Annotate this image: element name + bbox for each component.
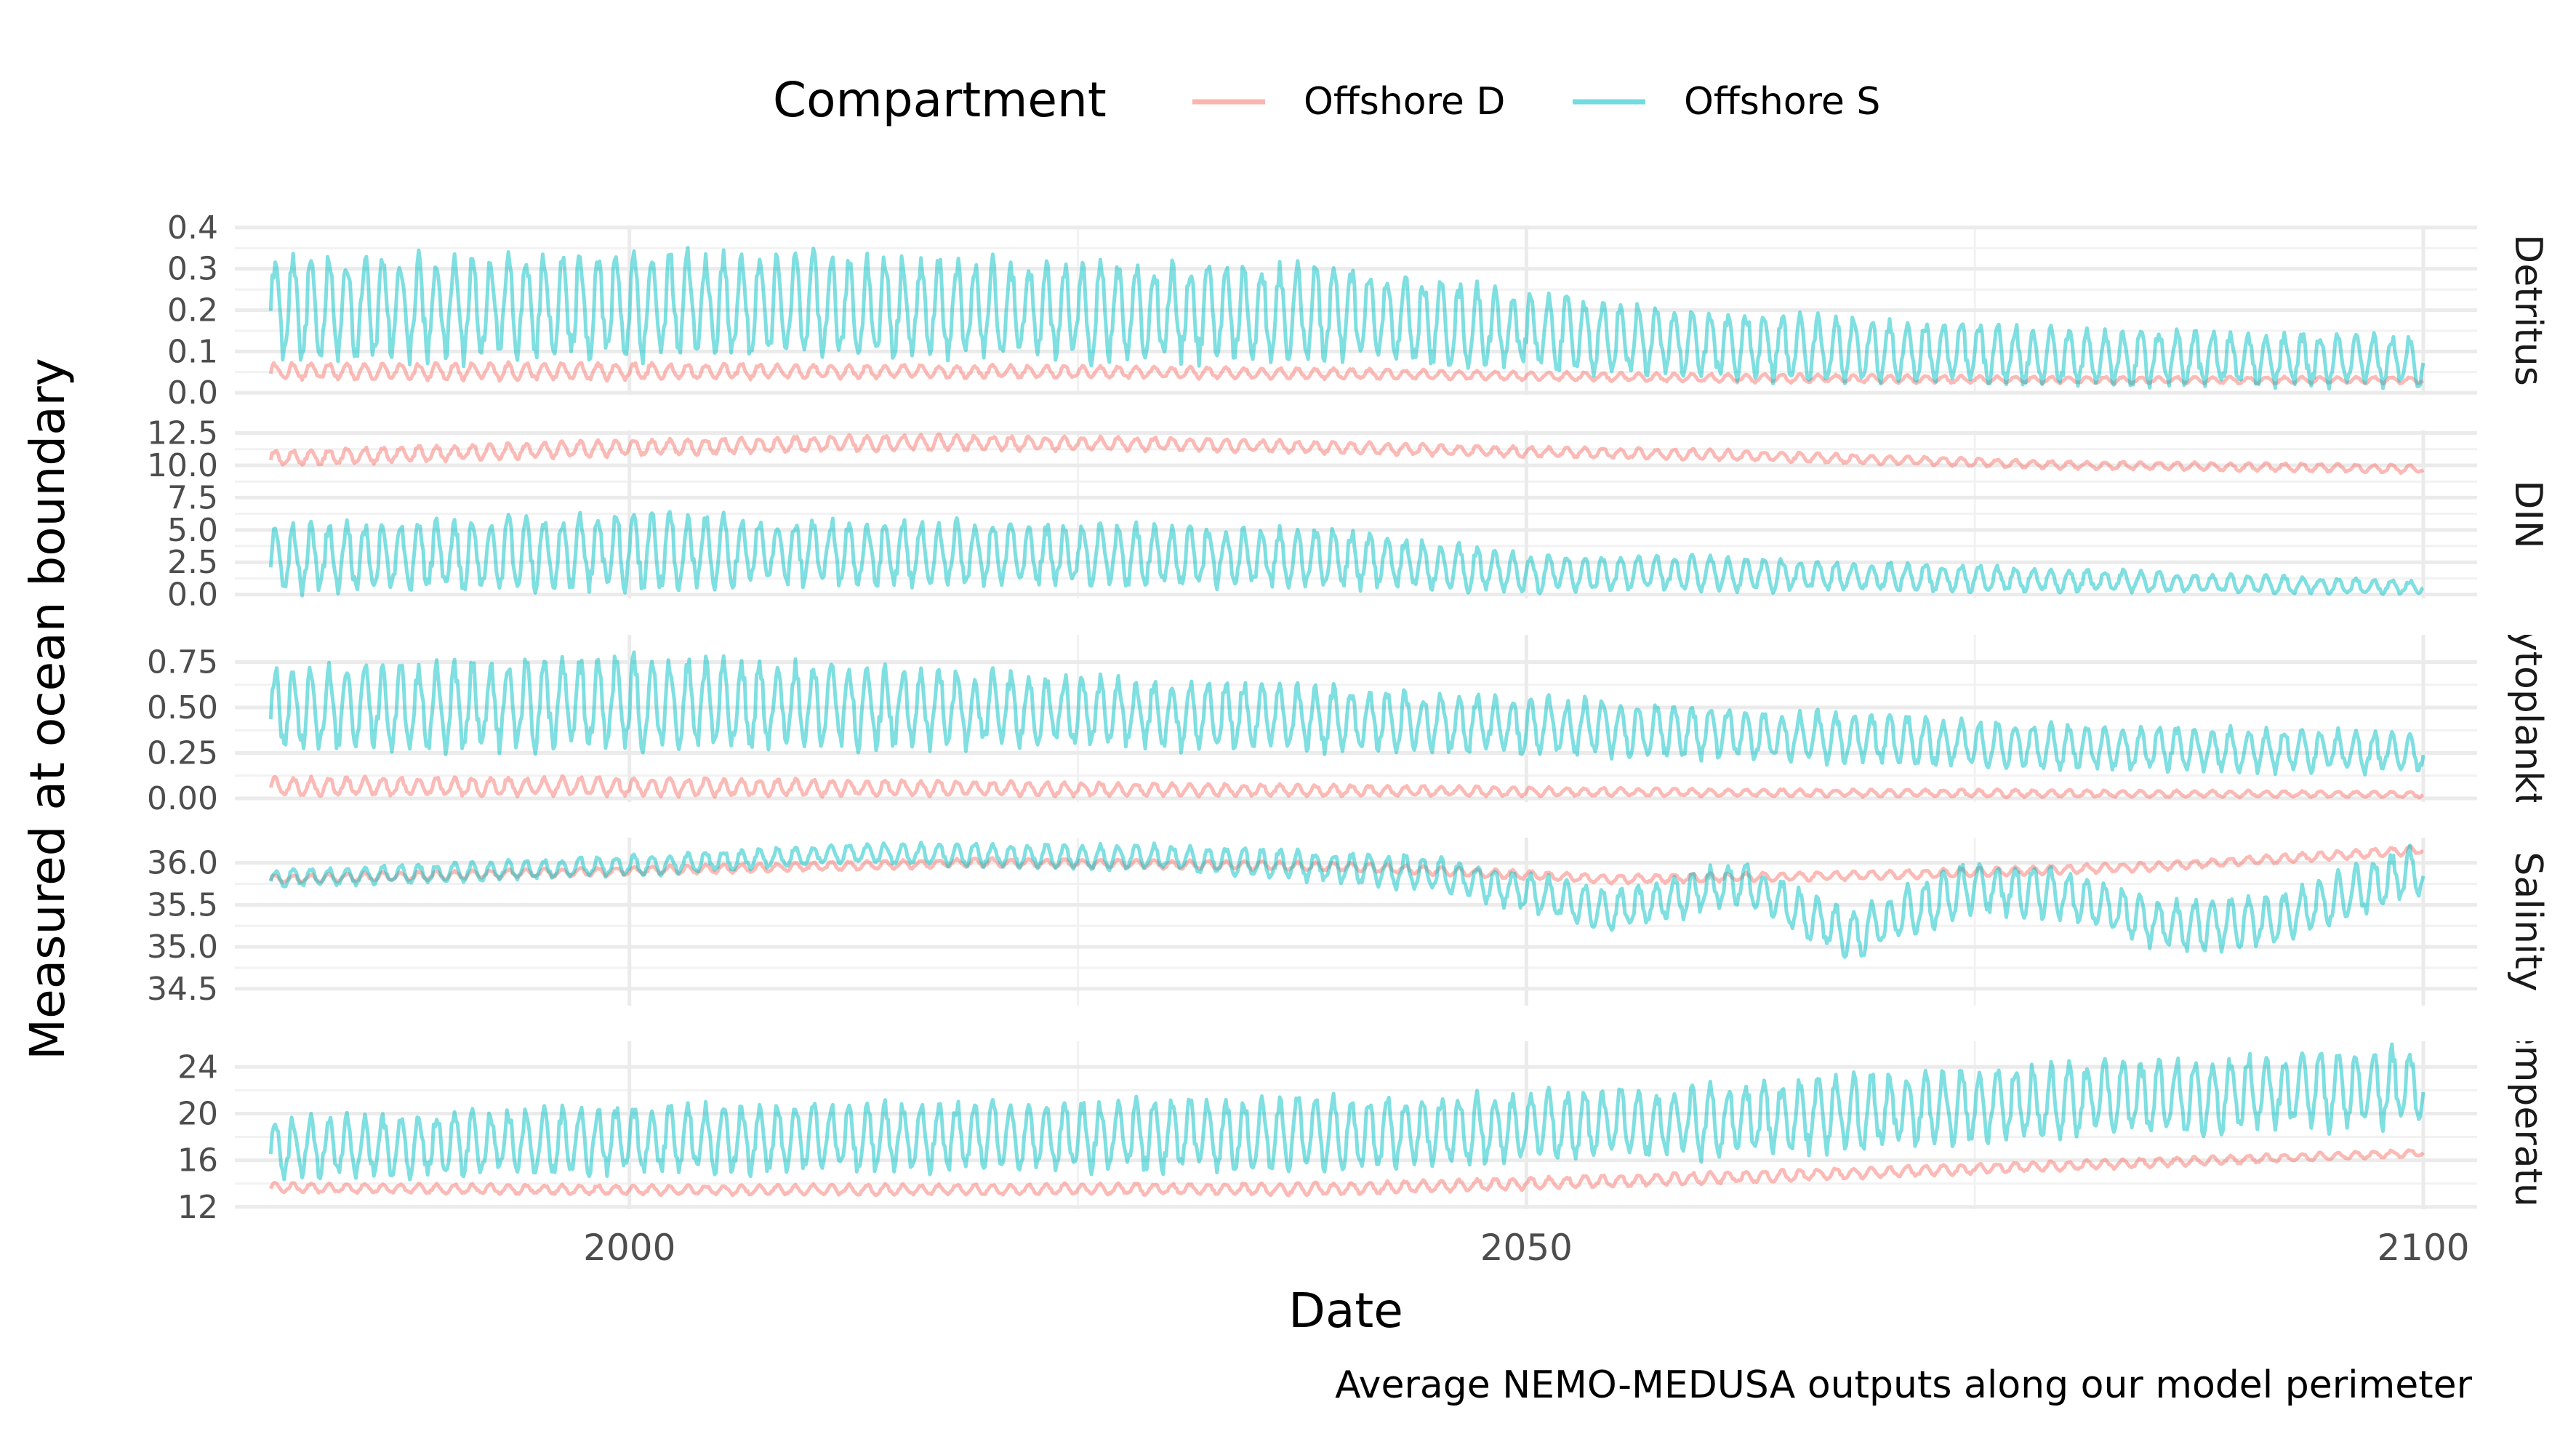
series-group xyxy=(268,432,2425,598)
y-tick-label: 0.0 xyxy=(167,577,218,614)
y-tick-label: 7.5 xyxy=(167,479,218,516)
series-line-offshore-d xyxy=(268,1148,2425,1198)
series-group xyxy=(268,841,2425,959)
y-tick-label: 34.5 xyxy=(147,971,218,1008)
x-tick-label: 2000 xyxy=(583,1227,675,1269)
strip-label: Temperature xyxy=(2506,1005,2550,1245)
y-tick-label: 16 xyxy=(177,1142,218,1179)
strip-clip: Temperature xyxy=(2506,1005,2550,1245)
y-axis-title: Measured at ocean boundary xyxy=(20,358,76,1060)
x-axis-title: Date xyxy=(1288,1283,1403,1339)
y-tick-label: 5.0 xyxy=(167,512,218,549)
series-group xyxy=(268,246,2425,391)
strip-label: Phytoplankton xyxy=(2506,582,2550,855)
panel-temperature: 12 16 20 24 Temperature xyxy=(177,1005,2550,1245)
y-tick-label: 0.3 xyxy=(167,251,218,288)
legend-label-offshore-s: Offshore S xyxy=(1684,80,1880,124)
x-axis: 2000 2050 2100 xyxy=(583,1227,2469,1269)
x-tick-label: 2050 xyxy=(1480,1227,1573,1269)
strip-clip: Detritus xyxy=(2506,234,2550,386)
y-tick-label: 36.0 xyxy=(147,845,218,882)
series-group xyxy=(268,650,2425,800)
y-tick-label: 12 xyxy=(177,1189,218,1226)
y-tick-label: 35.0 xyxy=(147,929,218,966)
y-tick-label: 20 xyxy=(177,1095,218,1132)
y-tick-label: 0.75 xyxy=(147,644,218,681)
panel-salinity: 34.5 35.0 35.5 36.0 Salinity xyxy=(147,838,2550,1008)
series-line-offshore-s xyxy=(268,1042,2425,1182)
y-tick-label: 0.1 xyxy=(167,333,218,370)
y-tick-label: 0.00 xyxy=(147,780,218,817)
series-line-offshore-d xyxy=(268,360,2424,386)
legend: Compartment Offshore D Offshore S xyxy=(773,72,1880,128)
series-line-offshore-s xyxy=(268,246,2425,391)
strip-clip: DIN xyxy=(2506,480,2550,548)
panel-detritus: 0.0 0.1 0.2 0.3 0.4 Detritus xyxy=(167,209,2550,412)
strip-label: Salinity xyxy=(2506,851,2550,991)
legend-title: Compartment xyxy=(773,72,1107,128)
legend-label-offshore-d: Offshore D xyxy=(1304,80,1505,124)
strip-clip: Salinity xyxy=(2506,851,2550,991)
chart-caption: Average NEMO-MEDUSA outputs along our mo… xyxy=(1335,1363,2472,1407)
y-tick-label: 0.4 xyxy=(167,209,218,246)
panel-din: 0.02.55.07.510.012.5 DIN xyxy=(147,415,2550,614)
series-line-offshore-s xyxy=(268,510,2424,598)
strip-label: DIN xyxy=(2506,480,2550,548)
y-tick-label: 10.0 xyxy=(147,447,218,484)
series-line-offshore-s xyxy=(268,650,2425,777)
series-group xyxy=(268,1042,2425,1198)
y-tick-label: 0.50 xyxy=(147,689,218,726)
y-tick-label: 24 xyxy=(177,1049,218,1086)
y-tick-label: 0.25 xyxy=(147,735,218,772)
strip-label: Detritus xyxy=(2506,234,2550,386)
y-tick-label: 35.5 xyxy=(147,886,218,923)
x-tick-label: 2100 xyxy=(2377,1227,2469,1269)
y-tick-label: 0.0 xyxy=(167,374,218,412)
y-tick-label: 0.2 xyxy=(167,292,218,329)
series-line-offshore-s xyxy=(268,841,2425,959)
facet-panels: 0.00.10.20.30.4Detritus0.02.55.07.510.01… xyxy=(147,209,2550,1245)
series-line-offshore-d xyxy=(268,774,2424,800)
panel-phytoplankton: 0.00 0.25 0.50 0.75 Phytoplankton xyxy=(147,582,2550,855)
strip-clip: Phytoplankton xyxy=(2506,582,2550,855)
series-line-offshore-d xyxy=(268,432,2425,476)
y-tick-label: 12.5 xyxy=(147,415,218,452)
y-tick-label: 2.5 xyxy=(167,544,218,581)
